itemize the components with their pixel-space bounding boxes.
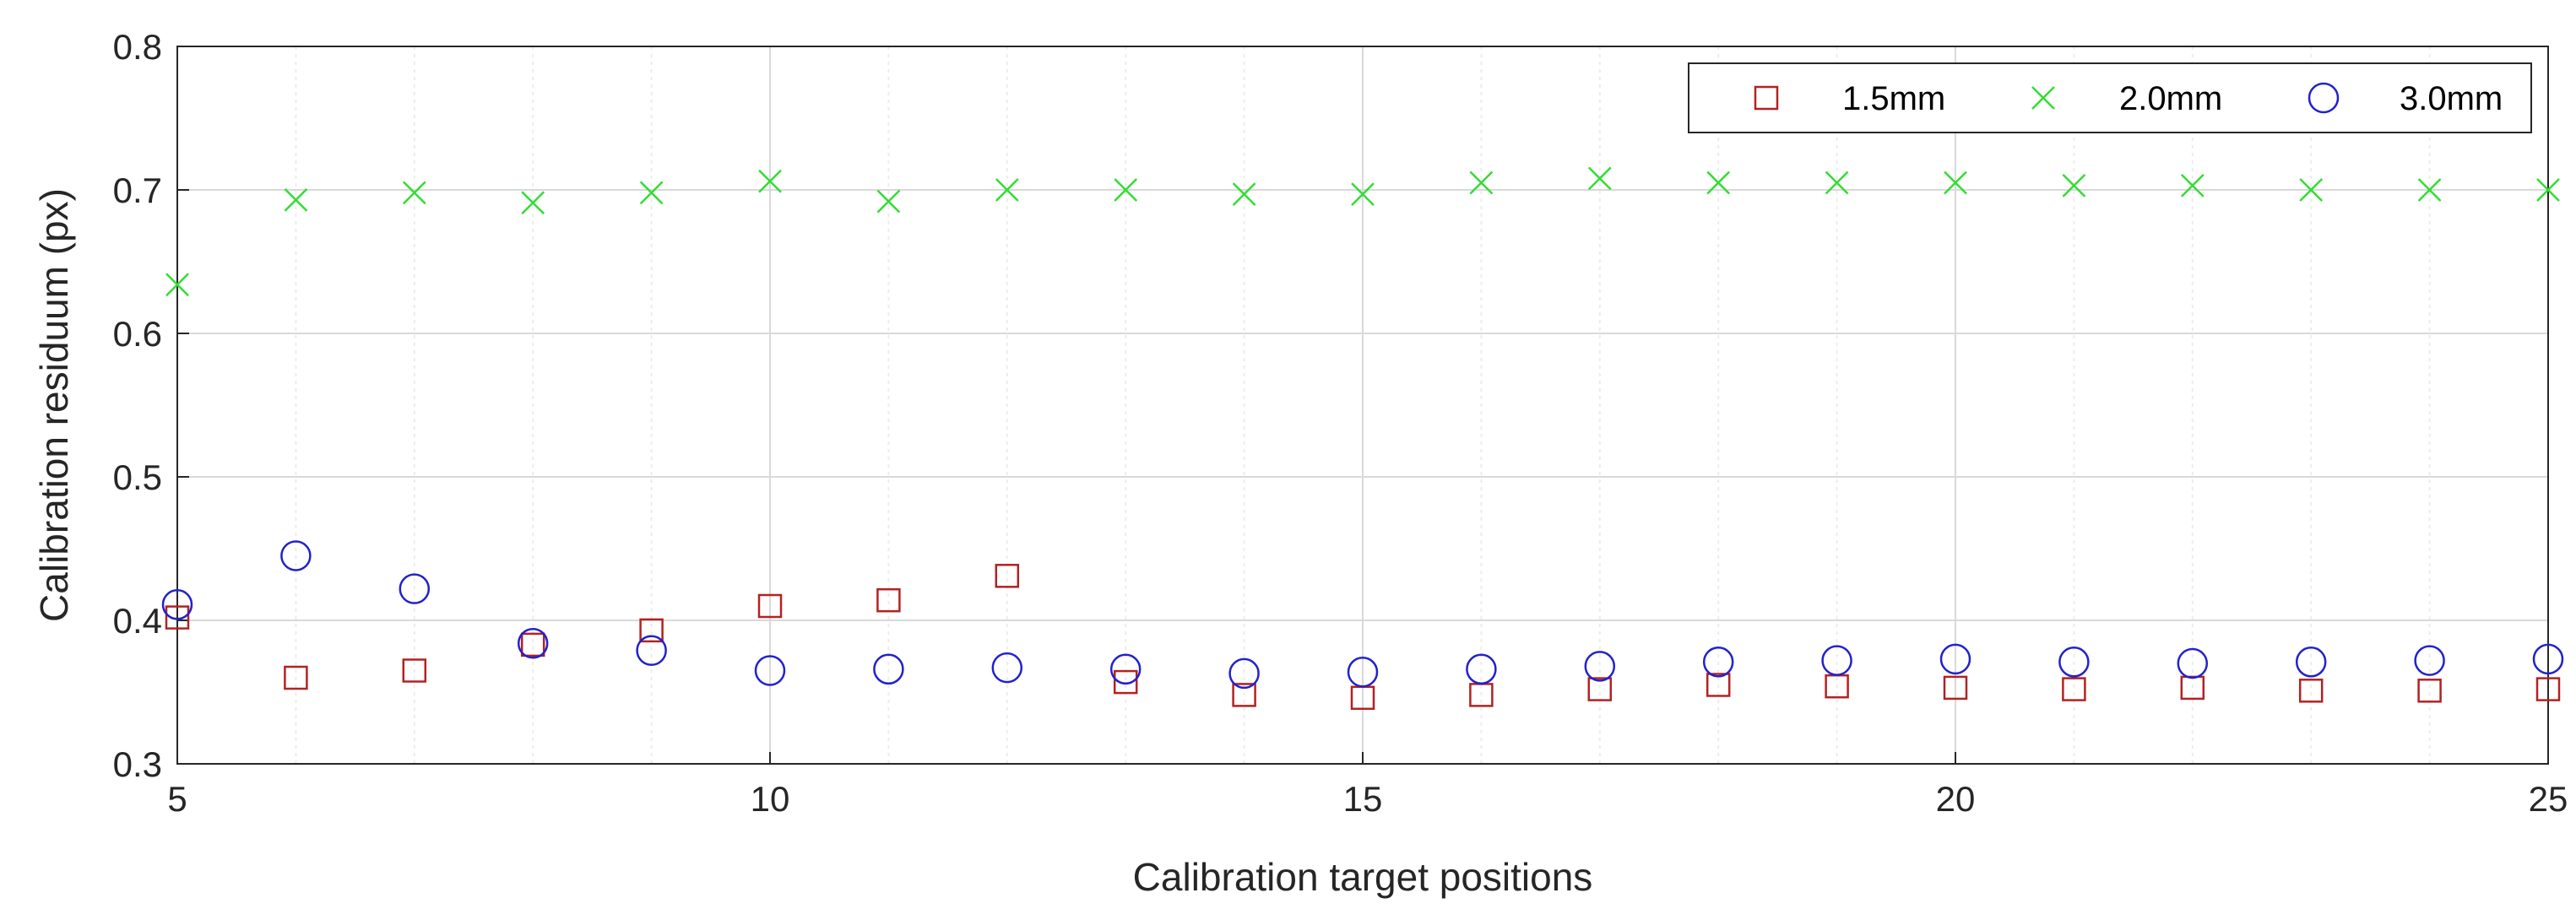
data-point	[2535, 677, 2561, 701]
x-tick-label: 10	[751, 779, 790, 819]
data-point	[2298, 679, 2324, 703]
data-point	[2417, 679, 2442, 703]
data-point	[2299, 178, 2324, 202]
y-tick-label: 0.5	[113, 457, 162, 497]
data-point	[2536, 178, 2560, 202]
data-point	[873, 653, 904, 685]
data-point	[754, 655, 786, 686]
data-point	[995, 178, 1019, 202]
data-point	[639, 618, 664, 643]
data-marks	[161, 166, 2564, 711]
series-3.0mm	[161, 540, 2564, 690]
legend: 1.5mm 2.0mm 3.0mm	[1688, 62, 2532, 133]
data-point	[876, 587, 901, 613]
y-tick-label: 0.4	[113, 601, 162, 641]
data-point	[520, 632, 545, 657]
data-point	[517, 627, 549, 659]
legend-marker	[2031, 86, 2055, 110]
legend-marker	[1754, 85, 1779, 111]
series-2.0mm	[165, 166, 2560, 297]
legend-box	[1688, 62, 2532, 133]
data-point	[1939, 643, 1971, 675]
y-tick-label: 0.8	[113, 27, 162, 67]
x-tick-label: 25	[2529, 779, 2568, 819]
data-point	[402, 181, 426, 205]
legend-label: 2.0mm	[2119, 80, 2222, 117]
data-point	[2532, 643, 2564, 675]
data-point	[1587, 677, 1613, 701]
grid-lines	[177, 46, 2548, 764]
data-point	[399, 573, 431, 604]
data-point	[2058, 647, 2090, 678]
data-point	[1706, 673, 1731, 697]
data-point	[280, 540, 312, 571]
data-point	[1466, 653, 1497, 685]
y-tick-label: 0.6	[113, 314, 162, 354]
data-point	[1469, 170, 1494, 195]
y-axis-title: Calibration residuum (px)	[32, 188, 76, 622]
data-point	[1706, 170, 1731, 195]
data-point	[758, 169, 782, 193]
data-point	[521, 191, 545, 215]
data-point	[161, 589, 193, 620]
data-point	[1347, 656, 1379, 688]
data-point	[2414, 645, 2445, 676]
data-point	[1351, 182, 1375, 206]
legend-marker	[2308, 82, 2340, 114]
data-point	[1113, 669, 1138, 695]
data-point	[1232, 182, 1256, 206]
x-tick-label: 5	[167, 779, 187, 819]
data-point	[1232, 683, 1256, 707]
y-tick-label: 0.7	[113, 170, 162, 210]
data-point	[284, 188, 308, 212]
series-1.5mm	[165, 564, 2561, 711]
data-point	[757, 593, 783, 619]
data-point	[2417, 178, 2442, 202]
data-point	[2062, 677, 2086, 701]
data-point	[1702, 647, 1734, 678]
data-point	[1228, 657, 1260, 690]
legend-label: 1.5mm	[1842, 80, 1945, 117]
data-point	[1944, 170, 1967, 195]
data-point	[1114, 178, 1138, 202]
data-point	[1109, 653, 1142, 685]
legend-label: 3.0mm	[2400, 80, 2503, 117]
data-point	[1943, 675, 1968, 701]
data-point	[165, 605, 190, 630]
data-point	[991, 652, 1023, 684]
data-point	[284, 665, 308, 690]
data-point	[2295, 647, 2327, 678]
data-point	[636, 635, 667, 666]
data-point	[165, 273, 189, 297]
data-point	[1584, 651, 1616, 682]
x-tick-label: 20	[1936, 779, 1976, 819]
data-point	[2180, 174, 2205, 197]
x-tick-label: 15	[1343, 779, 1383, 819]
axis-ticks: 5 10 15 20 25 0.3 0.4 0.5 0.6 0.7 0.8	[113, 27, 2568, 819]
data-point	[1821, 645, 1852, 676]
data-point	[995, 564, 1020, 588]
data-point	[2177, 647, 2209, 679]
data-point	[402, 658, 427, 683]
data-point	[1825, 170, 1849, 195]
data-point	[2062, 174, 2086, 197]
x-axis-title: Calibration target positions	[1133, 855, 1593, 899]
y-tick-label: 0.3	[113, 744, 162, 784]
data-point	[1587, 166, 1612, 191]
data-point	[876, 189, 901, 214]
data-point	[639, 181, 664, 205]
